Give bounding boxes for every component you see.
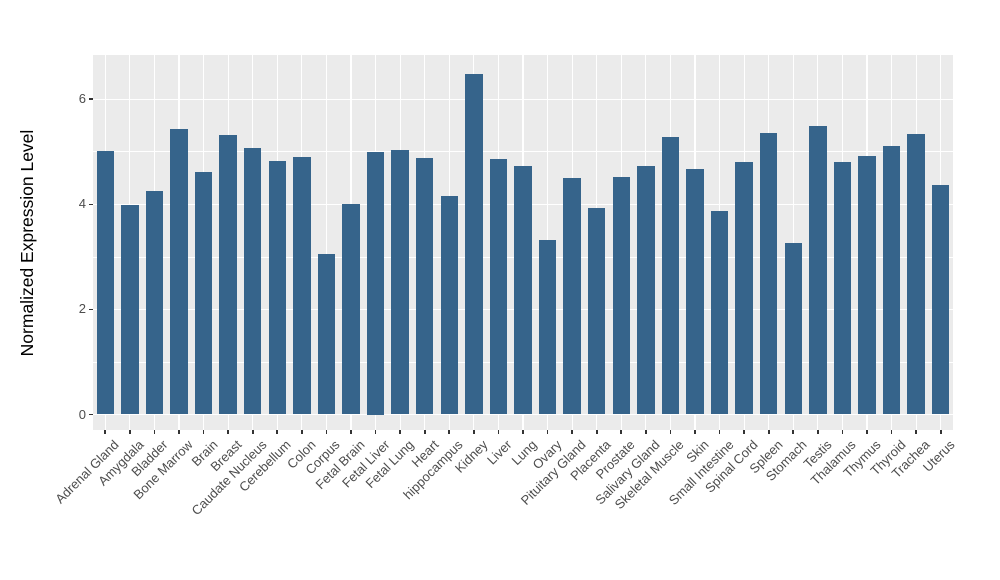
y-tick-label: 0	[78, 406, 86, 422]
bar	[686, 169, 704, 415]
bar	[268, 160, 287, 415]
bar	[317, 253, 336, 415]
bar	[366, 151, 385, 415]
y-tick-mark	[88, 413, 93, 416]
bar	[833, 161, 852, 415]
x-tick-mark	[743, 430, 745, 434]
bar	[465, 73, 483, 415]
x-tick-mark	[841, 430, 844, 434]
bar	[858, 156, 876, 415]
bar	[170, 129, 188, 415]
x-tick-mark	[595, 430, 598, 434]
bar	[931, 185, 950, 415]
bar	[219, 134, 237, 415]
bar	[587, 207, 606, 415]
x-tick-mark	[178, 430, 180, 434]
x-tick-mark	[669, 430, 672, 434]
x-tick-mark	[866, 430, 868, 434]
x-tick-mark	[620, 430, 623, 434]
bar	[121, 205, 139, 415]
y-tick-label: 2	[78, 301, 86, 317]
x-tick-mark	[792, 430, 795, 434]
y-tick-mark	[88, 98, 93, 100]
x-tick-mark	[767, 430, 770, 434]
x-tick-mark	[374, 430, 377, 434]
category-gridline	[325, 55, 328, 430]
bar	[415, 157, 434, 415]
x-tick-mark	[399, 430, 401, 434]
bar	[145, 190, 164, 415]
y-tick-label: 4	[78, 196, 86, 212]
x-tick-mark	[571, 430, 573, 434]
bar	[243, 148, 262, 415]
bar	[293, 157, 311, 415]
x-tick-mark	[104, 430, 107, 434]
bar	[538, 239, 557, 415]
x-tick-mark	[522, 430, 524, 434]
bar	[661, 136, 680, 415]
x-tick-mark	[276, 430, 279, 434]
x-tick-mark	[153, 430, 156, 434]
bar	[440, 195, 459, 415]
x-tick-mark	[448, 430, 451, 434]
x-tick-mark	[718, 430, 721, 434]
x-tick-mark	[497, 430, 500, 434]
x-tick-mark	[227, 430, 229, 434]
bar	[612, 176, 631, 415]
x-tick-mark	[915, 430, 917, 434]
bar	[342, 203, 360, 415]
bar	[563, 178, 581, 415]
bar	[514, 165, 532, 415]
x-tick-mark	[423, 430, 426, 434]
x-tick-mark	[301, 430, 303, 434]
bar	[637, 165, 655, 415]
bar	[489, 158, 508, 415]
x-tick-mark	[890, 430, 893, 434]
bar	[784, 243, 803, 415]
bar	[907, 133, 925, 415]
bar	[759, 133, 778, 415]
x-tick-mark	[473, 430, 475, 434]
category-gridline	[792, 55, 794, 430]
y-tick-label: 6	[78, 91, 86, 107]
x-tick-mark	[546, 430, 549, 434]
x-tick-mark	[645, 430, 647, 434]
y-axis-title: Normalized Expression Level	[17, 129, 37, 356]
y-tick-mark	[88, 203, 93, 206]
x-tick-mark	[939, 430, 942, 434]
bar	[809, 126, 827, 415]
bar	[735, 162, 753, 415]
x-tick-mark	[325, 430, 328, 434]
bar	[194, 172, 213, 415]
x-tick-mark	[694, 430, 696, 434]
x-tick-mark	[129, 430, 131, 434]
bar	[391, 149, 409, 415]
y-tick-mark	[88, 308, 93, 311]
bar	[96, 151, 115, 415]
x-tick-mark	[350, 430, 352, 434]
x-tick-mark	[817, 430, 819, 434]
bar	[882, 146, 901, 415]
x-tick-mark	[202, 430, 205, 434]
bar	[710, 211, 729, 415]
x-tick-mark	[251, 430, 254, 434]
